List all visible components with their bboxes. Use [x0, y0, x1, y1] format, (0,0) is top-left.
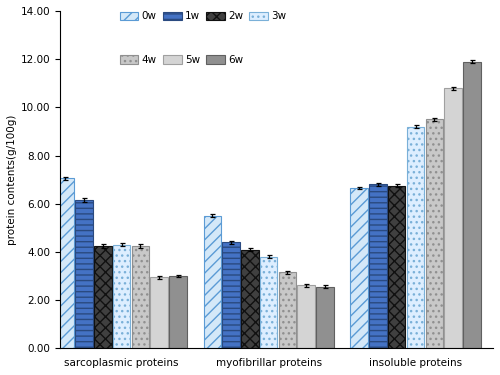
Bar: [260, 257, 278, 348]
Bar: [132, 246, 149, 348]
Bar: [170, 276, 186, 348]
Bar: [463, 62, 480, 348]
Bar: [316, 287, 334, 348]
Bar: [350, 188, 368, 348]
Bar: [426, 119, 443, 348]
Bar: [298, 285, 315, 348]
Bar: [369, 184, 386, 348]
Bar: [388, 186, 406, 348]
Bar: [444, 88, 462, 348]
Bar: [76, 200, 93, 348]
Legend: 4w, 5w, 6w: 4w, 5w, 6w: [118, 53, 245, 68]
Bar: [113, 245, 130, 348]
Bar: [204, 216, 221, 348]
Bar: [222, 242, 240, 348]
Bar: [278, 272, 296, 348]
Bar: [241, 249, 258, 348]
Bar: [56, 178, 74, 348]
Bar: [150, 277, 168, 348]
Y-axis label: protein contents(g/100g): protein contents(g/100g): [7, 114, 17, 245]
Bar: [94, 246, 112, 348]
Bar: [407, 127, 424, 348]
